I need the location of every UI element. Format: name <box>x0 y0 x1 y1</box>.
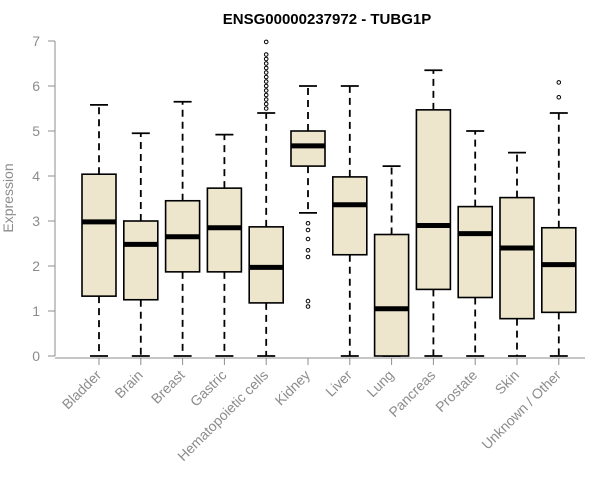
outlier-point <box>263 92 269 98</box>
box-group-brain <box>123 132 159 357</box>
x-tick-label: Breast <box>148 367 188 407</box>
outlier-point <box>263 79 269 84</box>
y-tick-label: 2 <box>32 258 40 274</box>
outlier-point <box>263 106 269 111</box>
y-tick-label: 3 <box>32 213 40 229</box>
box-group-pancreas <box>415 69 452 357</box>
outlier-point <box>263 97 269 102</box>
x-tick-label: Bladder <box>59 367 105 413</box>
y-axis-label: Expression <box>0 163 16 232</box>
x-tick-label: Lung <box>363 367 396 400</box>
outlier-point <box>263 39 269 45</box>
outlier-point <box>305 254 311 260</box>
box-group-unknown-other <box>540 80 577 357</box>
box <box>540 226 577 314</box>
outlier-point <box>305 298 311 304</box>
x-tick-label: Unknown / Other <box>478 367 564 453</box>
outlier-point <box>556 94 562 100</box>
x-tick-label: Brain <box>111 367 145 401</box>
outlier-point <box>263 56 269 62</box>
box-group-prostate <box>457 130 494 357</box>
x-tick-label: Skin <box>492 367 523 398</box>
box-group-breast <box>164 100 201 357</box>
box-group-liver <box>331 85 368 357</box>
x-tick-label: Prostate <box>432 367 480 415</box>
outlier-point <box>263 74 269 80</box>
outlier-point <box>263 101 269 107</box>
outlier-point <box>305 247 311 253</box>
outlier-point <box>556 80 562 85</box>
box <box>415 109 452 291</box>
box <box>331 176 368 256</box>
y-tick-label: 0 <box>32 348 40 364</box>
x-tick-label: Liver <box>322 367 355 400</box>
box-group-lung <box>373 165 410 357</box>
box <box>81 173 117 297</box>
box-group-hematopoietic-cells <box>248 39 284 357</box>
box-group-bladder <box>81 104 117 357</box>
box <box>457 205 494 299</box>
box <box>123 220 159 301</box>
outlier-point <box>263 70 269 75</box>
plot-area <box>81 39 577 357</box>
x-tick-label: Kidney <box>272 367 314 409</box>
box <box>290 130 326 167</box>
outlier-point <box>263 61 269 66</box>
y-tick-label: 7 <box>32 33 40 49</box>
outlier-point <box>305 304 311 309</box>
box-group-gastric <box>206 133 243 357</box>
y-tick-label: 6 <box>32 78 40 94</box>
y-axis: 0 1 2 3 4 5 6 7 <box>32 33 56 364</box>
outlier-point <box>305 220 311 226</box>
box-group-skin <box>499 151 535 357</box>
chart-title: ENSG00000237972 - TUBG1P <box>223 11 431 28</box>
box <box>499 196 535 320</box>
box-group-kidney <box>290 85 326 309</box>
y-tick-label: 4 <box>32 168 40 184</box>
outlier-point <box>263 83 269 89</box>
y-tick-label: 5 <box>32 123 40 139</box>
box <box>373 233 410 357</box>
outlier-point <box>263 88 269 93</box>
outlier-point <box>263 65 269 71</box>
outlier-point <box>305 227 311 233</box>
outlier-point <box>263 52 269 57</box>
outlier-point <box>305 236 311 242</box>
y-tick-label: 1 <box>32 303 40 319</box>
